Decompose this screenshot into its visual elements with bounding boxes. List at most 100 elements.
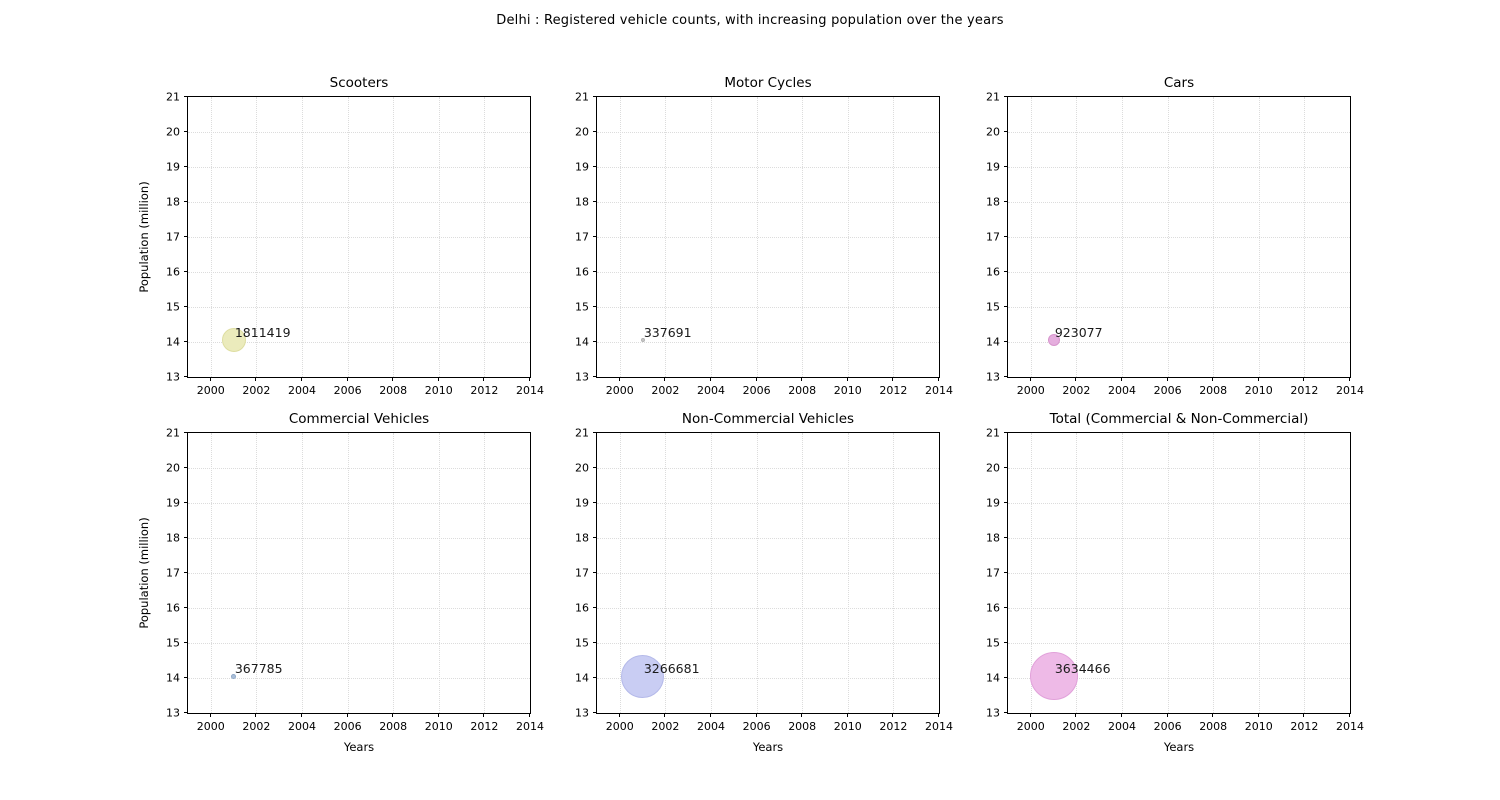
y-tick <box>593 572 597 573</box>
subplot-commercial-vehicles: 2000 2002 2004 2006 2008 2010 2012 2014 13 14 15 16… <box>137 411 544 754</box>
y-tick <box>593 677 597 678</box>
y-tick-label: 19 <box>575 160 589 174</box>
y-axis-label: Population (million) <box>137 517 151 629</box>
y-tick-label: 21 <box>986 90 1000 104</box>
gridline-y-14 <box>1008 342 1350 343</box>
y-tick <box>593 432 597 433</box>
y-tick-label: 13 <box>986 370 1000 384</box>
x-tick <box>1257 713 1259 717</box>
gridline-y-19 <box>1008 167 1350 168</box>
y-tick-label: 15 <box>575 300 589 314</box>
data-bubble <box>1047 334 1060 347</box>
y-tick <box>1004 306 1008 307</box>
y-tick <box>184 467 188 468</box>
y-tick-label: 18 <box>986 531 1000 545</box>
gridline-y-16 <box>1008 272 1350 273</box>
gridline-y-18 <box>1008 538 1350 539</box>
y-tick <box>1004 432 1008 433</box>
data-point-value: 1811419 <box>234 325 291 341</box>
y-tick-label: 16 <box>575 265 589 279</box>
y-tick-label: 13 <box>986 706 1000 720</box>
x-tick <box>255 377 257 381</box>
x-tick-label: 2010 <box>833 384 862 397</box>
y-tick-label: 14 <box>986 671 1000 685</box>
y-tick-label: 16 <box>166 265 180 279</box>
gridline-y-20 <box>597 132 939 133</box>
x-tick <box>437 713 439 717</box>
subplot-title: Commercial Vehicles <box>288 411 430 427</box>
x-tick-label: 2004 <box>288 384 316 397</box>
y-tick <box>593 502 597 503</box>
y-tick <box>593 467 597 468</box>
x-tick <box>1349 377 1350 381</box>
gridline-y-16 <box>597 272 939 273</box>
y-tick-label: 20 <box>986 125 1000 139</box>
gridline-y-20 <box>1008 132 1350 133</box>
y-tick-label: 16 <box>986 265 1000 279</box>
x-tick-label: 2002 <box>242 720 271 733</box>
subplot-scooters: 2000 2002 2004 2006 2008 2010 2012 2014 13 14 15 16… <box>137 75 544 397</box>
x-tick-label: 2008 <box>788 720 817 733</box>
y-tick <box>1004 642 1008 643</box>
y-tick-label: 17 <box>986 566 1000 580</box>
y-tick-label: 21 <box>166 90 180 104</box>
x-axis-label: Years <box>343 740 375 754</box>
gridline-y-15 <box>597 643 939 644</box>
x-tick <box>255 713 257 717</box>
y-tick <box>184 201 188 202</box>
x-tick-label: 2004 <box>1108 720 1136 733</box>
y-tick <box>593 131 597 132</box>
y-tick <box>1004 712 1008 713</box>
y-tick-label: 13 <box>166 706 180 720</box>
y-tick <box>1004 166 1008 167</box>
y-tick-label: 14 <box>166 335 180 349</box>
x-tick-label: 2014 <box>516 720 544 733</box>
y-tick <box>593 236 597 237</box>
y-axis-label: Population (million) <box>137 181 151 293</box>
gridline-y-14 <box>597 678 939 679</box>
x-tick <box>709 377 711 381</box>
y-tick-label: 13 <box>575 706 589 720</box>
y-tick <box>593 166 597 167</box>
x-tick-label: 2000 <box>196 720 225 733</box>
y-tick <box>184 572 188 573</box>
y-tick-label: 18 <box>166 195 180 209</box>
x-tick <box>709 713 711 717</box>
gridline-y-14 <box>597 342 939 343</box>
x-tick <box>618 713 620 717</box>
x-tick <box>755 713 757 717</box>
x-tick-label: 2004 <box>288 720 316 733</box>
y-tick <box>184 166 188 167</box>
y-tick <box>1004 502 1008 503</box>
data-point-value: 337691 <box>643 325 692 341</box>
y-tick-label: 17 <box>575 230 589 244</box>
x-tick-label: 2012 <box>879 384 908 397</box>
x-tick-label: 2006 <box>742 384 771 397</box>
y-tick-label: 18 <box>166 531 180 545</box>
gridline-y-14 <box>1008 678 1350 679</box>
x-axis-label: Years <box>752 740 784 754</box>
y-tick-label: 13 <box>166 370 180 384</box>
x-tick-label: 2004 <box>1108 384 1136 397</box>
x-tick-label: 2010 <box>1244 384 1273 397</box>
gridline-y-19 <box>597 167 939 168</box>
x-tick-label: 2014 <box>516 384 544 397</box>
y-tick <box>184 236 188 237</box>
y-tick-label: 19 <box>166 160 180 174</box>
y-tick <box>184 306 188 307</box>
gridline-y-17 <box>597 237 939 238</box>
y-tick <box>593 96 597 97</box>
y-tick <box>1004 341 1008 342</box>
y-tick-label: 19 <box>575 496 589 510</box>
x-tick <box>846 377 848 381</box>
x-tick-label: 2000 <box>1016 720 1045 733</box>
x-tick-label: 2006 <box>742 720 771 733</box>
x-tick <box>1120 713 1122 717</box>
x-tick-label: 2006 <box>1153 720 1182 733</box>
y-tick-label: 15 <box>575 636 589 650</box>
x-tick <box>392 377 394 381</box>
y-tick-label: 17 <box>166 230 180 244</box>
y-tick <box>593 306 597 307</box>
x-tick <box>1166 377 1168 381</box>
x-tick-label: 2000 <box>196 384 225 397</box>
